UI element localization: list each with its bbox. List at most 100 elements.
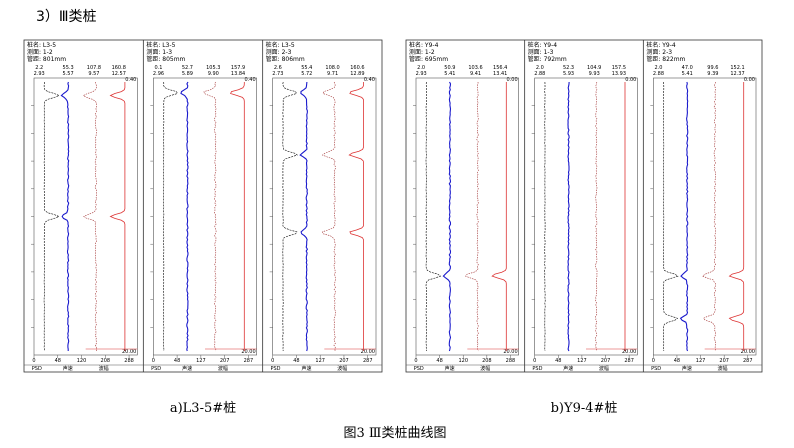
scale-bottom: 12.37 bbox=[730, 71, 744, 77]
axis-tick-label: 120 bbox=[77, 358, 87, 364]
scale-bottom: 5.93 bbox=[563, 71, 574, 77]
footer-label: 波幅 bbox=[99, 365, 109, 372]
footer-label: 波幅 bbox=[718, 365, 728, 372]
subfigure-caption: b)Y9-4#桩 bbox=[551, 401, 618, 416]
panel-info: 测面: 1-3 bbox=[528, 48, 554, 56]
footer-label: 波幅 bbox=[480, 365, 490, 372]
axis-tick-label: 48 bbox=[436, 358, 442, 364]
scale-top: 2.0 bbox=[654, 65, 662, 71]
scale-top: 160.8 bbox=[112, 65, 126, 71]
scale-right: 0.00 bbox=[507, 77, 518, 83]
axis-tick-label: 208 bbox=[101, 358, 111, 364]
amplitude-curve bbox=[203, 81, 217, 352]
amplitude-curve bbox=[82, 81, 98, 352]
scale-bottom: 9.39 bbox=[707, 71, 718, 77]
axis-tick-label: 127 bbox=[196, 358, 206, 364]
axis-tick-label: 127 bbox=[315, 358, 325, 364]
axis-tick-label: 0 bbox=[652, 358, 655, 364]
psd-curve bbox=[425, 81, 442, 352]
scale-right: 20.00 bbox=[741, 349, 755, 355]
axis-tick-label: 48 bbox=[55, 358, 61, 364]
scale-right: 20.00 bbox=[122, 349, 136, 355]
energy-curve bbox=[728, 82, 745, 351]
axis-tick-label: 127 bbox=[696, 358, 706, 364]
energy-curve bbox=[491, 82, 507, 351]
panel-info: 测面: 1-3 bbox=[146, 48, 172, 56]
scale-bottom: 13.84 bbox=[231, 71, 245, 77]
panel-info: 管距: 805mm bbox=[146, 55, 185, 63]
panel-info: 测面: 1-2 bbox=[27, 48, 53, 56]
footer-label: 波幅 bbox=[337, 365, 347, 372]
section-heading: 3）Ⅲ类桩 bbox=[36, 8, 97, 25]
scale-bottom: 9.41 bbox=[470, 71, 481, 77]
axis-tick-label: 48 bbox=[674, 358, 680, 364]
scale-bottom: 9.93 bbox=[589, 71, 600, 77]
scale-top: 50.9 bbox=[444, 65, 455, 71]
scale-top: 52.3 bbox=[563, 65, 574, 71]
scale-right: 0.00 bbox=[625, 77, 636, 83]
scale-right: 20.00 bbox=[241, 349, 255, 355]
footer-label: 声速 bbox=[682, 365, 692, 372]
scale-top: 103.6 bbox=[468, 65, 482, 71]
plot-area bbox=[653, 77, 757, 356]
panel-info: 测面: 2-3 bbox=[646, 48, 672, 56]
footer-label: 波幅 bbox=[218, 365, 228, 372]
axis-tick-label: 287 bbox=[624, 358, 634, 364]
footer-label: 声速 bbox=[445, 365, 455, 372]
scale-bottom: 2.96 bbox=[153, 71, 164, 77]
panel-info: 桩名: L3-5 bbox=[266, 41, 295, 49]
energy-curve bbox=[109, 82, 126, 351]
scale-right: 20.00 bbox=[622, 349, 636, 355]
plot-area bbox=[272, 77, 377, 356]
axis-tick-label: 208 bbox=[482, 358, 492, 364]
scale-bottom: 12.57 bbox=[112, 71, 126, 77]
plot-area bbox=[33, 77, 138, 356]
amplitude-curve bbox=[701, 81, 717, 352]
scale-right: 0.40 bbox=[125, 77, 136, 83]
scale-bottom: 13.41 bbox=[493, 71, 507, 77]
axis-tick-label: 48 bbox=[174, 358, 180, 364]
scale-bottom: 2.88 bbox=[653, 71, 664, 77]
velocity-curve bbox=[442, 81, 452, 352]
scale-right: 0.00 bbox=[744, 77, 755, 83]
panel-info: 测面: 2-3 bbox=[266, 48, 292, 56]
scale-top: 2.2 bbox=[35, 65, 43, 71]
scale-bottom: 5.89 bbox=[182, 71, 193, 77]
scale-top: 52.7 bbox=[182, 65, 193, 71]
energy-curve bbox=[348, 82, 364, 351]
footer-label: PSD bbox=[414, 366, 424, 372]
scale-top: 55.4 bbox=[301, 65, 312, 71]
axis-tick-label: 48 bbox=[293, 358, 299, 364]
scale-bottom: 9.71 bbox=[327, 71, 338, 77]
scale-top: 108.0 bbox=[325, 65, 339, 71]
panel-info: 管距: 801mm bbox=[27, 55, 66, 63]
amplitude-curve bbox=[321, 81, 336, 352]
footer-label: PSD bbox=[532, 366, 542, 372]
panel-info: 桩名: Y9-4 bbox=[528, 41, 558, 49]
panel-info: 桩名: L3-5 bbox=[146, 41, 175, 49]
axis-tick-label: 0 bbox=[533, 358, 536, 364]
plot-area bbox=[534, 77, 638, 356]
scale-bottom: 2.93 bbox=[34, 71, 45, 77]
scale-top: 104.9 bbox=[587, 65, 601, 71]
scale-top: 55.3 bbox=[63, 65, 74, 71]
scale-top: 2.6 bbox=[274, 65, 282, 71]
panel-info: 管距: 695mm bbox=[409, 55, 448, 63]
energy-curve bbox=[230, 82, 245, 351]
axis-tick-label: 48 bbox=[555, 358, 561, 364]
scale-right: 20.00 bbox=[503, 349, 517, 355]
group-frame bbox=[23, 39, 383, 373]
scale-top: 105.3 bbox=[206, 65, 220, 71]
footer-label: 声速 bbox=[301, 365, 311, 372]
footer-label: PSD bbox=[651, 366, 661, 372]
scale-top: 157.5 bbox=[612, 65, 626, 71]
panel-info: 桩名: Y9-4 bbox=[646, 41, 676, 49]
plot-area bbox=[415, 77, 519, 356]
group-frame bbox=[405, 39, 763, 373]
velocity-curve bbox=[60, 81, 70, 351]
amplitude-curve bbox=[595, 81, 598, 352]
axis-tick-label: 288 bbox=[506, 358, 516, 364]
scale-top: 160.6 bbox=[350, 65, 364, 71]
scale-right: 0.40 bbox=[364, 77, 375, 83]
psd-curve bbox=[43, 81, 60, 352]
